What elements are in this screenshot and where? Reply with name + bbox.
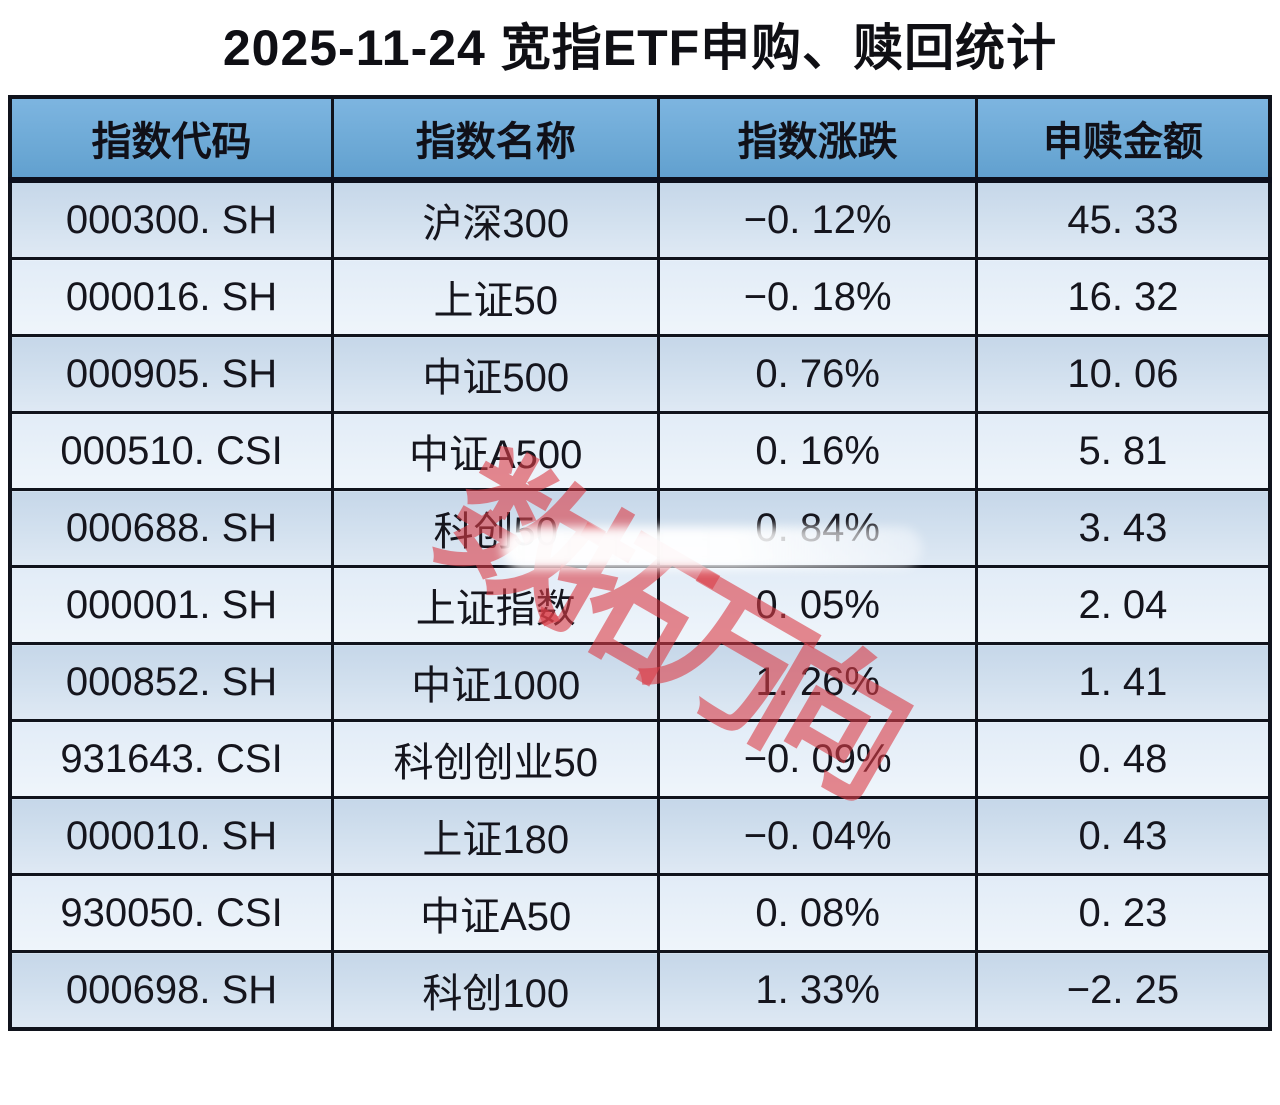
table-cell: −0. 18% <box>657 257 978 337</box>
table-cell: 000698. SH <box>8 950 335 1031</box>
table-body: 000300. SH 沪深300 −0. 12% 45. 33 000016. SH 上证… <box>8 178 1272 1031</box>
table-cell: 3. 43 <box>974 488 1272 568</box>
table-cell: 000001. SH <box>8 565 335 645</box>
table-row: 000905. SH 中证500 0. 76% 10. 06 <box>8 334 1272 414</box>
table-cell: 中证1000 <box>331 642 661 722</box>
table-row: 931643. CSI 科创创业50 −0. 09% 0. 48 <box>8 719 1272 799</box>
table-cell: 2. 04 <box>974 565 1272 645</box>
table-row: 000001. SH 上证指数 0. 05% 2. 04 <box>8 565 1272 645</box>
table-cell: 000016. SH <box>8 257 335 337</box>
table-row: 000510. CSI 中证A500 0. 16% 5. 81 <box>8 411 1272 491</box>
table-cell: 0. 08% <box>657 873 978 953</box>
table-cell: 上证指数 <box>331 565 661 645</box>
table-row: 000016. SH 上证50 −0. 18% 16. 32 <box>8 257 1272 337</box>
table-row: 000688. SH 科创50 0. 84% 3. 43 <box>8 488 1272 568</box>
table-cell: 上证180 <box>331 796 661 876</box>
table-cell: 中证A500 <box>331 411 661 491</box>
table-cell: −0. 04% <box>657 796 978 876</box>
table-cell: 中证500 <box>331 334 661 414</box>
table-cell: 000688. SH <box>8 488 335 568</box>
table-cell: 930050. CSI <box>8 873 335 953</box>
table-cell: 000010. SH <box>8 796 335 876</box>
table-cell: 1. 41 <box>974 642 1272 722</box>
table-cell: 科创100 <box>331 950 661 1031</box>
table-cell: 0. 76% <box>657 334 978 414</box>
column-header: 指数名称 <box>331 95 661 183</box>
page-title: 2025-11-24 宽指ETF申购、赎回统计 <box>222 20 1058 76</box>
table-cell: 0. 48 <box>974 719 1272 799</box>
table-cell: 000852. SH <box>8 642 335 722</box>
table-cell: 0. 23 <box>974 873 1272 953</box>
table-cell: 931643. CSI <box>8 719 335 799</box>
table-row: 000698. SH 科创100 1. 33% −2. 25 <box>8 950 1272 1031</box>
table-cell: 0. 84% <box>657 488 978 568</box>
table-row: 000300. SH 沪深300 −0. 12% 45. 33 <box>8 178 1272 260</box>
table-cell: 0. 05% <box>657 565 978 645</box>
table-cell: 0. 16% <box>657 411 978 491</box>
table-cell: −2. 25 <box>974 950 1272 1031</box>
column-header: 指数代码 <box>8 95 335 183</box>
column-header: 指数涨跌 <box>657 95 978 183</box>
table-cell: 沪深300 <box>331 178 661 260</box>
table-cell: 1. 33% <box>657 950 978 1031</box>
table-cell: 45. 33 <box>974 178 1272 260</box>
header-row: 指数代码 指数名称 指数涨跌 申赎金额 <box>8 95 1272 183</box>
table-cell: 0. 43 <box>974 796 1272 876</box>
table-cell: 000300. SH <box>8 178 335 260</box>
table-cell: 上证50 <box>331 257 661 337</box>
table-cell: 1. 26% <box>657 642 978 722</box>
table-row: 000852. SH 中证1000 1. 26% 1. 41 <box>8 642 1272 722</box>
table-cell: 科创50 <box>331 488 661 568</box>
table-cell: 000510. CSI <box>8 411 335 491</box>
table-cell: −0. 12% <box>657 178 978 260</box>
table-cell: 5. 81 <box>974 411 1272 491</box>
table-row: 000010. SH 上证180 −0. 04% 0. 43 <box>8 796 1272 876</box>
table-cell: −0. 09% <box>657 719 978 799</box>
column-header: 申赎金额 <box>974 95 1272 183</box>
table-cell: 中证A50 <box>331 873 661 953</box>
table-cell: 000905. SH <box>8 334 335 414</box>
table-cell: 科创创业50 <box>331 719 661 799</box>
etf-stats-table: 指数代码 指数名称 指数涨跌 申赎金额 000300. SH 沪深300 −0. 12% 4… <box>8 95 1272 1031</box>
table-cell: 10. 06 <box>974 334 1272 414</box>
table-head: 指数代码 指数名称 指数涨跌 申赎金额 <box>8 95 1272 183</box>
table-row: 930050. CSI 中证A50 0. 08% 0. 23 <box>8 873 1272 953</box>
table-cell: 16. 32 <box>974 257 1272 337</box>
